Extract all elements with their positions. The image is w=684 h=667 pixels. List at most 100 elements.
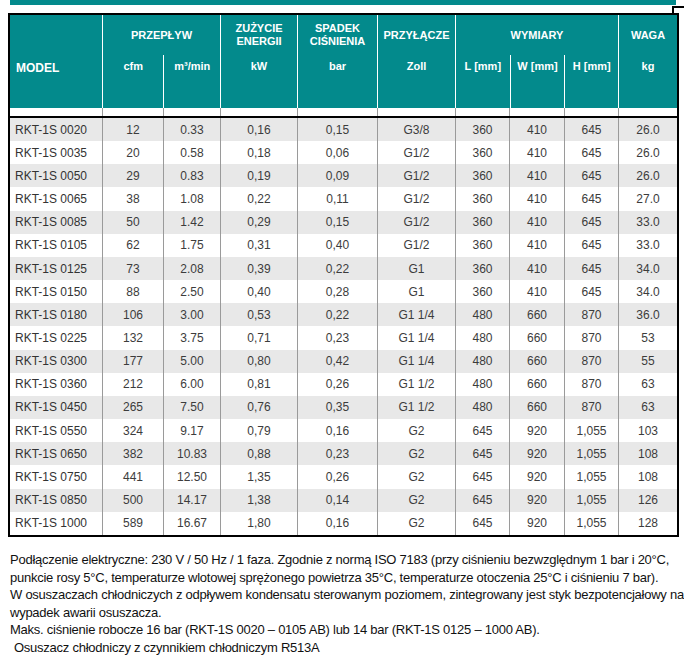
- value-cell: 1.08: [163, 187, 220, 210]
- value-cell: 0,23: [297, 442, 377, 465]
- gap-cell: [102, 108, 163, 116]
- value-cell: 410: [509, 257, 564, 280]
- value-cell: 12.50: [163, 465, 220, 488]
- gap-cell: [377, 108, 455, 116]
- value-cell: 0,71: [220, 326, 297, 349]
- value-cell: 0,22: [220, 187, 297, 210]
- value-cell: 50: [102, 211, 163, 234]
- table-row-rkt-1s-0020: RKT-1S 0020120.330,160,15G3/836041064526…: [10, 118, 677, 141]
- table-row-rkt-1s-0450: RKT-1S 04502657.500,760,35G1 1/248066087…: [10, 396, 677, 419]
- value-cell: G1 1/2: [377, 396, 455, 419]
- value-cell: 14.17: [163, 489, 220, 512]
- model-cell: RKT-1S 0450: [10, 396, 102, 419]
- value-cell: 360: [455, 257, 509, 280]
- value-cell: 0,09: [297, 164, 377, 187]
- table-header: MODEL PRZEPŁYWcfmm³/minZUŻYCIE ENERGIIkW…: [10, 15, 677, 108]
- value-cell: 480: [455, 396, 509, 419]
- value-cell: 645: [564, 211, 618, 234]
- value-cell: 645: [564, 164, 618, 187]
- gap-cell: [10, 108, 102, 116]
- value-cell: G1/2: [377, 164, 455, 187]
- table-row-rkt-1s-0050: RKT-1S 0050290.830,190,09G1/236041064526…: [10, 164, 677, 187]
- value-cell: 265: [102, 396, 163, 419]
- value-cell: 360: [455, 118, 509, 141]
- value-cell: G2: [377, 465, 455, 488]
- value-cell: 9.17: [163, 419, 220, 442]
- header-group-label-przylacze: PRZYŁĄCZE: [378, 15, 455, 55]
- model-cell: RKT-1S 0650: [10, 442, 102, 465]
- table-row-rkt-1s-0360: RKT-1S 03602126.000,810,26G1 1/248066087…: [10, 373, 677, 396]
- header-group-label-waga: WAGA: [619, 15, 677, 55]
- value-cell: 38: [102, 187, 163, 210]
- value-cell: 0,29: [220, 211, 297, 234]
- header-sub-bar: bar: [298, 55, 377, 108]
- value-cell: 360: [455, 280, 509, 303]
- value-cell: 410: [509, 187, 564, 210]
- value-cell: 645: [564, 234, 618, 257]
- table-row-rkt-1s-0105: RKT-1S 0105621.750,310,40G1/236041064533…: [10, 234, 677, 257]
- value-cell: 441: [102, 465, 163, 488]
- value-cell: 480: [455, 303, 509, 326]
- value-cell: 0,14: [297, 489, 377, 512]
- table-row-rkt-1s-1000: RKT-1S 100058916.671,800,16G26459201,055…: [10, 512, 677, 535]
- header-sub-kg: kg: [619, 55, 677, 108]
- table-row-rkt-1s-0225: RKT-1S 02251323.750,710,23G1 1/448066087…: [10, 326, 677, 349]
- table-row-rkt-1s-0065: RKT-1S 0065381.080,220,11G1/236041064527…: [10, 187, 677, 210]
- table-row-rkt-1s-0150: RKT-1S 0150882.500,400,28G136041064534.0: [10, 280, 677, 303]
- header-group-label-wymiary: WYMIARY: [456, 15, 618, 55]
- model-cell: RKT-1S 0750: [10, 465, 102, 488]
- footnote-line: Osuszacz chłodniczy z czynnikiem chłodni…: [10, 639, 678, 657]
- header-group-label-przeplyw: PRZEPŁYW: [103, 15, 220, 55]
- value-cell: 1,055: [564, 419, 618, 442]
- value-cell: 410: [509, 211, 564, 234]
- header-gap-band: [10, 108, 677, 116]
- value-cell: 0,40: [220, 280, 297, 303]
- value-cell: 645: [564, 257, 618, 280]
- value-cell: 63: [618, 396, 677, 419]
- value-cell: 1.42: [163, 211, 220, 234]
- value-cell: 0,79: [220, 419, 297, 442]
- value-cell: 126: [618, 489, 677, 512]
- value-cell: 0,19: [220, 164, 297, 187]
- value-cell: 410: [509, 118, 564, 141]
- value-cell: 660: [509, 396, 564, 419]
- header-sub-cfm: cfm: [103, 55, 163, 108]
- value-cell: 12: [102, 118, 163, 141]
- value-cell: 382: [102, 442, 163, 465]
- table-row-rkt-1s-0035: RKT-1S 0035200.580,180,06G1/236041064526…: [10, 141, 677, 164]
- table-row-rkt-1s-0300: RKT-1S 03001775.000,800,42G1 1/448066087…: [10, 350, 677, 373]
- footnotes: Podłączenie elektryczne: 230 V / 50 Hz /…: [10, 551, 678, 657]
- header-group-spadek-cisnienia: SPADEK CIŚNIENIAbar: [297, 15, 377, 108]
- table-row-rkt-1s-0550: RKT-1S 05503249.170,790,16G26459201,0551…: [10, 419, 677, 442]
- value-cell: 73: [102, 257, 163, 280]
- value-cell: 108: [618, 442, 677, 465]
- value-cell: 0,39: [220, 257, 297, 280]
- value-cell: 177: [102, 350, 163, 373]
- value-cell: 480: [455, 373, 509, 396]
- value-cell: G2: [377, 442, 455, 465]
- value-cell: 1,35: [220, 465, 297, 488]
- value-cell: 920: [509, 419, 564, 442]
- value-cell: G1: [377, 257, 455, 280]
- value-cell: 3.00: [163, 303, 220, 326]
- value-cell: 0,28: [297, 280, 377, 303]
- value-cell: G1/2: [377, 211, 455, 234]
- table-row-rkt-1s-0180: RKT-1S 01801063.000,530,22G1 1/448066087…: [10, 303, 677, 326]
- value-cell: 870: [564, 303, 618, 326]
- value-cell: 410: [509, 280, 564, 303]
- value-cell: 920: [509, 465, 564, 488]
- value-cell: 1,055: [564, 442, 618, 465]
- header-group-label-spadek-cisnienia: SPADEK CIŚNIENIA: [298, 15, 377, 55]
- value-cell: 0,16: [297, 512, 377, 535]
- value-cell: 360: [455, 141, 509, 164]
- value-cell: G1 1/4: [377, 350, 455, 373]
- model-cell: RKT-1S 0550: [10, 419, 102, 442]
- value-cell: 0,11: [297, 187, 377, 210]
- value-cell: G1 1/4: [377, 303, 455, 326]
- value-cell: 53: [618, 326, 677, 349]
- value-cell: 360: [455, 164, 509, 187]
- value-cell: 1,38: [220, 489, 297, 512]
- value-cell: 62: [102, 234, 163, 257]
- value-cell: 26.0: [618, 141, 677, 164]
- header-sub-w-mm: W [mm]: [510, 55, 565, 108]
